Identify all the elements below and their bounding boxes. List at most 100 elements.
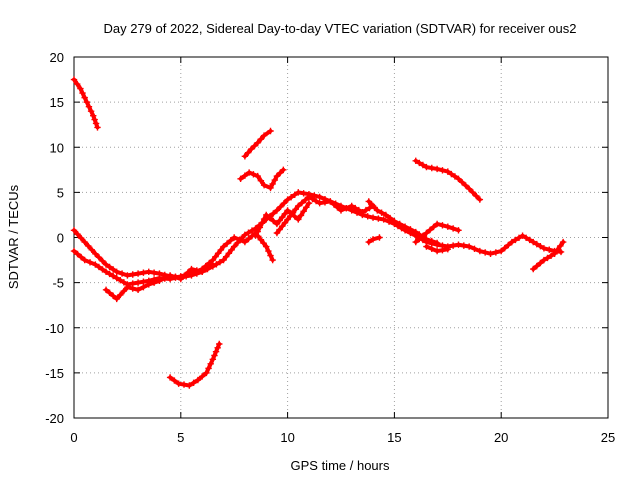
data-point <box>102 286 110 294</box>
data-point <box>300 190 307 197</box>
data-point <box>79 89 86 97</box>
data-point <box>557 248 565 256</box>
data-point <box>211 352 218 359</box>
data-point <box>460 242 468 249</box>
data-point <box>263 243 270 250</box>
data-point <box>237 175 244 183</box>
data-point <box>537 243 544 250</box>
data-point <box>362 206 370 214</box>
data-point <box>378 209 385 216</box>
data-point <box>203 369 210 377</box>
data-point <box>544 254 551 262</box>
data-point <box>257 135 265 143</box>
data-point <box>257 177 265 184</box>
data-point <box>316 200 323 207</box>
data-point <box>150 279 158 286</box>
data-point <box>145 268 152 275</box>
data-point <box>241 231 249 238</box>
y-tick-label: 0 <box>57 231 64 246</box>
data-points <box>70 76 567 389</box>
data-point <box>77 234 85 242</box>
data-point <box>266 214 273 222</box>
x-tick-label: 0 <box>70 430 77 445</box>
data-point <box>533 240 540 248</box>
data-point <box>129 285 136 292</box>
data-point <box>220 256 227 264</box>
data-point <box>284 207 291 214</box>
data-point <box>533 262 540 270</box>
data-point <box>551 250 558 257</box>
data-point <box>198 373 206 380</box>
data-point <box>190 379 197 387</box>
data-point <box>407 226 414 233</box>
data-point <box>423 236 430 243</box>
data-point <box>334 204 341 211</box>
data-point <box>433 239 441 247</box>
data-point <box>359 209 366 216</box>
data-point <box>252 232 259 239</box>
y-axis-label: SDTVAR / TECUs <box>6 184 21 289</box>
data-point <box>166 272 174 279</box>
y-tick-label: -10 <box>45 321 64 336</box>
data-point <box>106 270 113 278</box>
data-point <box>70 247 78 255</box>
data-point <box>263 211 270 219</box>
data-point <box>530 238 537 246</box>
data-point <box>512 236 519 244</box>
data-point <box>448 170 455 178</box>
data-point <box>70 76 78 83</box>
data-point <box>134 279 142 286</box>
data-point <box>231 234 238 241</box>
data-point <box>428 237 435 245</box>
data-point <box>216 258 224 266</box>
data-point <box>368 201 375 208</box>
series-s14 <box>423 243 451 255</box>
data-point <box>92 120 100 127</box>
data-point <box>85 103 93 110</box>
data-point <box>374 207 381 214</box>
data-point <box>95 254 103 261</box>
data-point <box>212 348 220 355</box>
data-point <box>297 212 305 219</box>
data-point <box>451 173 459 180</box>
data-point <box>129 271 136 278</box>
data-point <box>416 235 423 243</box>
data-point <box>175 380 182 387</box>
data-point <box>423 229 430 237</box>
data-point <box>426 226 434 234</box>
data-point <box>396 220 403 228</box>
data-point <box>281 210 289 218</box>
data-point <box>227 237 234 244</box>
data-point <box>348 202 355 210</box>
data-point <box>444 223 451 230</box>
data-point <box>181 272 188 279</box>
data-point <box>295 189 302 196</box>
data-point <box>376 234 383 241</box>
data-point <box>117 277 124 284</box>
data-point <box>102 261 110 268</box>
data-point <box>222 253 230 260</box>
data-point <box>260 132 268 139</box>
data-point <box>530 265 537 273</box>
data-point <box>508 238 516 246</box>
data-point <box>92 250 99 257</box>
data-point <box>140 278 147 285</box>
data-point <box>184 269 192 276</box>
series-line <box>531 240 566 272</box>
data-point <box>291 213 298 220</box>
x-tick-label: 10 <box>280 430 294 445</box>
data-point <box>214 344 221 352</box>
data-point <box>120 287 128 295</box>
data-point <box>465 185 473 192</box>
data-point <box>102 268 110 275</box>
data-point <box>172 274 179 281</box>
data-point <box>260 181 268 189</box>
data-point <box>124 272 131 279</box>
series-s12 <box>365 234 383 246</box>
data-point <box>156 277 163 285</box>
data-point <box>245 169 253 176</box>
data-point <box>180 381 188 388</box>
data-point <box>546 246 553 253</box>
data-point <box>134 286 142 294</box>
